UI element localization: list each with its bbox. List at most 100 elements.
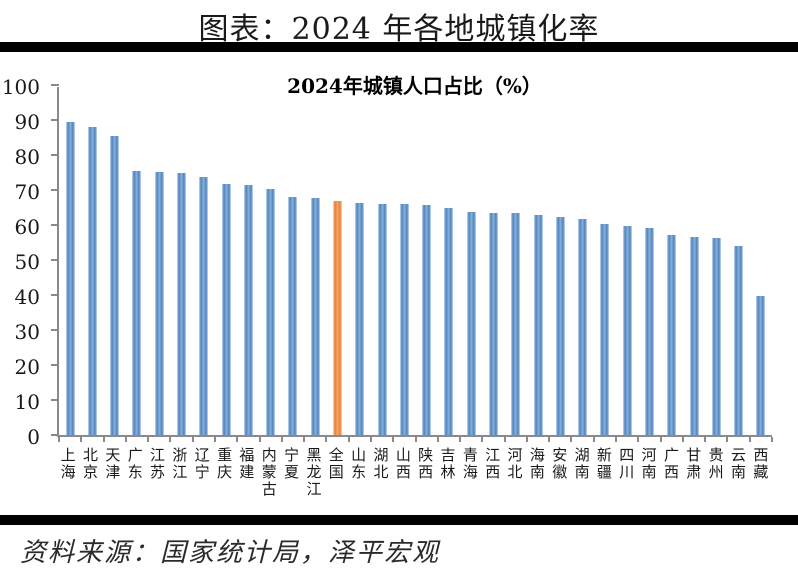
bar-内蒙古 <box>266 189 276 435</box>
x-label-slot: 宁夏 <box>280 447 302 481</box>
x-label-slot: 河南 <box>638 447 660 481</box>
source-note: 资料来源：国家统计局，泽平宏观 <box>20 538 441 568</box>
x-tick-mark <box>191 437 194 442</box>
x-tick-mark <box>325 437 328 442</box>
x-label-重庆: 重庆 <box>217 446 233 481</box>
x-tick-mark <box>213 437 216 442</box>
x-label-山西: 山西 <box>395 446 411 481</box>
bar-slot <box>349 87 371 435</box>
x-label-slot: 新疆 <box>593 447 615 481</box>
bar-slot <box>215 87 237 435</box>
y-tick-label: 10 <box>14 390 40 414</box>
bars-container <box>59 87 772 435</box>
x-tick-mark <box>124 437 127 442</box>
bar-河南 <box>644 228 654 435</box>
x-label-slot: 河北 <box>504 447 526 481</box>
x-label-江西: 江西 <box>485 446 501 481</box>
x-tick-mark <box>726 437 729 442</box>
bar-slot <box>148 87 170 435</box>
x-label-天津: 天津 <box>105 446 121 481</box>
bar-山西 <box>399 204 409 435</box>
y-tick-mark <box>51 329 59 331</box>
y-tick-label: 100 <box>1 75 40 99</box>
x-label-黑龙江: 黑龙江 <box>306 446 322 498</box>
bar-slot <box>170 87 192 435</box>
bar-slot <box>705 87 727 435</box>
bar-slot <box>549 87 571 435</box>
x-label-西藏: 西藏 <box>753 446 769 481</box>
bar-四川 <box>622 226 632 435</box>
x-tick-mark <box>748 437 751 442</box>
bar-吉林 <box>444 207 454 435</box>
bar-slot <box>505 87 527 435</box>
x-label-slot: 全国 <box>325 447 347 481</box>
bar-河北 <box>511 213 521 435</box>
bar-slot <box>126 87 148 435</box>
y-tick-mark <box>51 119 59 121</box>
x-tick-mark <box>369 437 372 442</box>
bar-slot <box>661 87 683 435</box>
x-label-slot: 江苏 <box>146 447 168 481</box>
x-label-内蒙古: 内蒙古 <box>261 446 277 498</box>
y-tick-mark <box>51 434 59 436</box>
x-label-全国: 全国 <box>328 446 344 481</box>
x-tick-mark <box>615 437 618 442</box>
y-tick-mark <box>51 294 59 296</box>
x-label-河北: 河北 <box>507 446 523 481</box>
x-label-slot: 浙江 <box>169 447 191 481</box>
bar-黑龙江 <box>310 198 320 435</box>
x-label-slot: 重庆 <box>213 447 235 481</box>
bar-湖南 <box>578 219 588 435</box>
x-tick-mark <box>771 437 773 442</box>
x-label-湖南: 湖南 <box>574 446 590 481</box>
bar-陕西 <box>422 205 432 435</box>
x-label-slot: 海南 <box>526 447 548 481</box>
y-tick-mark <box>51 154 59 156</box>
x-label-slot: 福建 <box>236 447 258 481</box>
bar-slot <box>616 87 638 435</box>
x-label-slot: 吉林 <box>437 447 459 481</box>
bar-天津 <box>110 135 120 435</box>
x-label-slot: 四川 <box>616 447 638 481</box>
x-label-slot: 甘肃 <box>683 447 705 481</box>
y-tick-mark <box>51 224 59 226</box>
bar-slot <box>282 87 304 435</box>
bar-浙江 <box>177 173 187 435</box>
x-tick-mark <box>58 437 60 442</box>
x-label-slot: 江西 <box>482 447 504 481</box>
x-tick-mark <box>459 437 462 442</box>
bar-slot <box>193 87 215 435</box>
bar-slot <box>304 87 326 435</box>
y-tick-label: 40 <box>14 285 40 309</box>
x-label-广西: 广西 <box>663 446 679 481</box>
x-label-slot: 天津 <box>102 447 124 481</box>
x-label-吉林: 吉林 <box>440 446 456 481</box>
x-label-安徽: 安徽 <box>552 446 568 481</box>
x-tick-mark <box>637 437 640 442</box>
x-tick-mark <box>258 437 261 442</box>
x-label-北京: 北京 <box>83 446 99 481</box>
bar-slot <box>237 87 259 435</box>
y-tick-label: 30 <box>14 320 40 344</box>
x-label-slot: 黑龙江 <box>303 447 325 498</box>
x-tick-mark <box>481 437 484 442</box>
x-label-slot: 北京 <box>79 447 101 481</box>
y-tick-label: 0 <box>27 425 40 449</box>
bar-北京 <box>87 127 97 435</box>
bar-slot <box>750 87 772 435</box>
bar-安徽 <box>555 217 565 435</box>
bar-新疆 <box>600 224 610 435</box>
bar-云南 <box>734 246 744 435</box>
y-tick-mark <box>51 399 59 401</box>
bar-全国 <box>333 200 343 435</box>
x-tick-mark <box>236 437 239 442</box>
x-label-山东: 山东 <box>351 446 367 481</box>
bar-slot <box>371 87 393 435</box>
x-tick-mark <box>570 437 573 442</box>
x-tick-mark <box>80 437 83 442</box>
bar-西藏 <box>756 296 766 435</box>
x-tick-mark <box>525 437 528 442</box>
bar-江苏 <box>154 172 164 435</box>
x-label-slot: 贵州 <box>705 447 727 481</box>
y-tick-mark <box>51 84 59 86</box>
